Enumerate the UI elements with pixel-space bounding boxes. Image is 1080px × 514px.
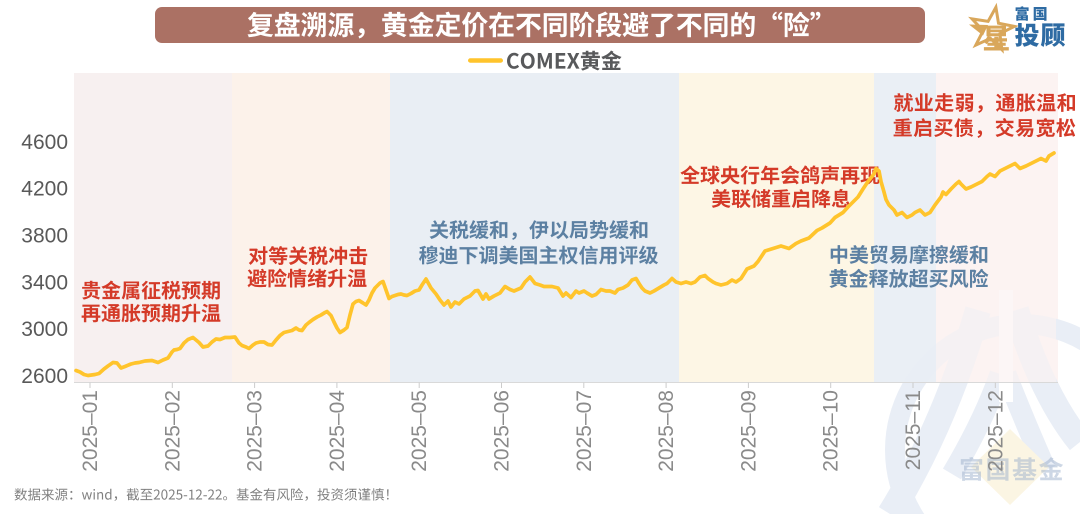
svg-text:2025–02: 2025–02 xyxy=(161,390,184,472)
svg-text:3000: 3000 xyxy=(21,318,68,341)
svg-text:2025–03: 2025–03 xyxy=(244,390,267,472)
svg-text:2025–06: 2025–06 xyxy=(491,390,514,472)
svg-text:2025–07: 2025–07 xyxy=(573,390,596,472)
svg-text:2025–12: 2025–12 xyxy=(984,390,1007,472)
svg-text:2025–10: 2025–10 xyxy=(820,390,843,472)
svg-text:2025–11: 2025–11 xyxy=(902,390,925,470)
svg-text:2025–05: 2025–05 xyxy=(408,390,431,472)
svg-text:4600: 4600 xyxy=(21,131,68,154)
svg-text:2025–01: 2025–01 xyxy=(79,390,102,472)
svg-text:2600: 2600 xyxy=(21,365,68,388)
svg-text:4200: 4200 xyxy=(21,178,68,201)
svg-text:2025–09: 2025–09 xyxy=(737,390,760,472)
svg-text:3800: 3800 xyxy=(21,225,68,248)
svg-text:2025–04: 2025–04 xyxy=(326,390,349,472)
svg-text:2025–08: 2025–08 xyxy=(655,390,678,472)
svg-text:3400: 3400 xyxy=(21,272,68,295)
